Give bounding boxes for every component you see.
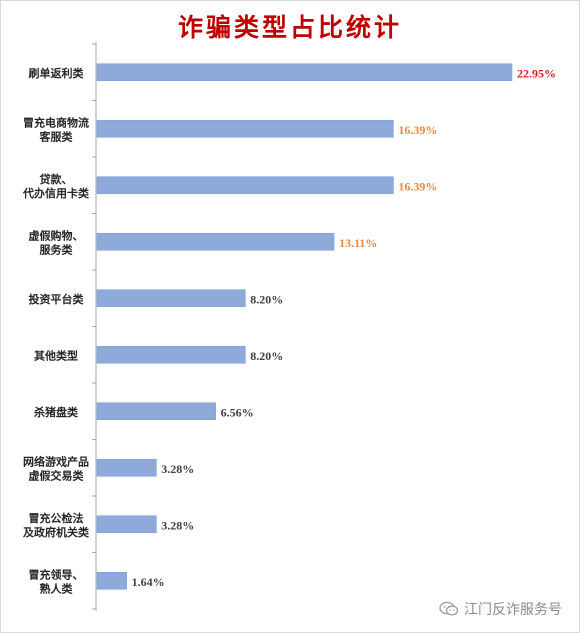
category-label: 冒充电商物流客服类: [23, 115, 89, 143]
wechat-icon: [439, 601, 459, 616]
bar: [96, 402, 216, 421]
bar: [96, 119, 394, 138]
data-label: 6.56%: [221, 405, 254, 419]
category-label: 投资平台类: [29, 292, 85, 306]
data-label: 16.39%: [398, 179, 437, 193]
category-label: 冒充领导、熟人类: [29, 567, 84, 595]
category-label: 虚假购物、服务类: [29, 228, 84, 256]
bar: [96, 63, 513, 82]
data-label: 8.20%: [250, 292, 283, 306]
bar: [96, 289, 246, 308]
data-label: 3.28%: [161, 518, 194, 532]
data-label: 22.95%: [517, 66, 556, 80]
category-label: 杀猪盘类: [34, 405, 79, 419]
category-label: 刷单返利类: [29, 66, 85, 80]
category-label: 冒充公检法及政府机关类: [23, 511, 90, 539]
bar: [96, 515, 157, 534]
watermark: 江门反诈服务号: [439, 599, 562, 619]
data-label: 3.28%: [161, 462, 194, 476]
data-label: 8.20%: [250, 349, 283, 363]
category-label: 其他类型: [34, 348, 78, 362]
data-label: 13.11%: [339, 236, 377, 250]
bar: [96, 345, 246, 364]
bar: [96, 458, 157, 477]
bar: [96, 571, 127, 590]
bar: [96, 176, 394, 195]
data-label: 1.64%: [132, 575, 165, 589]
bar: [96, 232, 335, 251]
watermark-text: 江门反诈服务号: [464, 602, 562, 618]
category-label: 贷款、代办信用卡类: [22, 172, 90, 200]
chart-title: 诈骗类型占比统计: [177, 13, 402, 42]
data-label: 16.39%: [398, 123, 437, 137]
category-label: 网络游戏产品虚假交易类: [23, 454, 89, 482]
